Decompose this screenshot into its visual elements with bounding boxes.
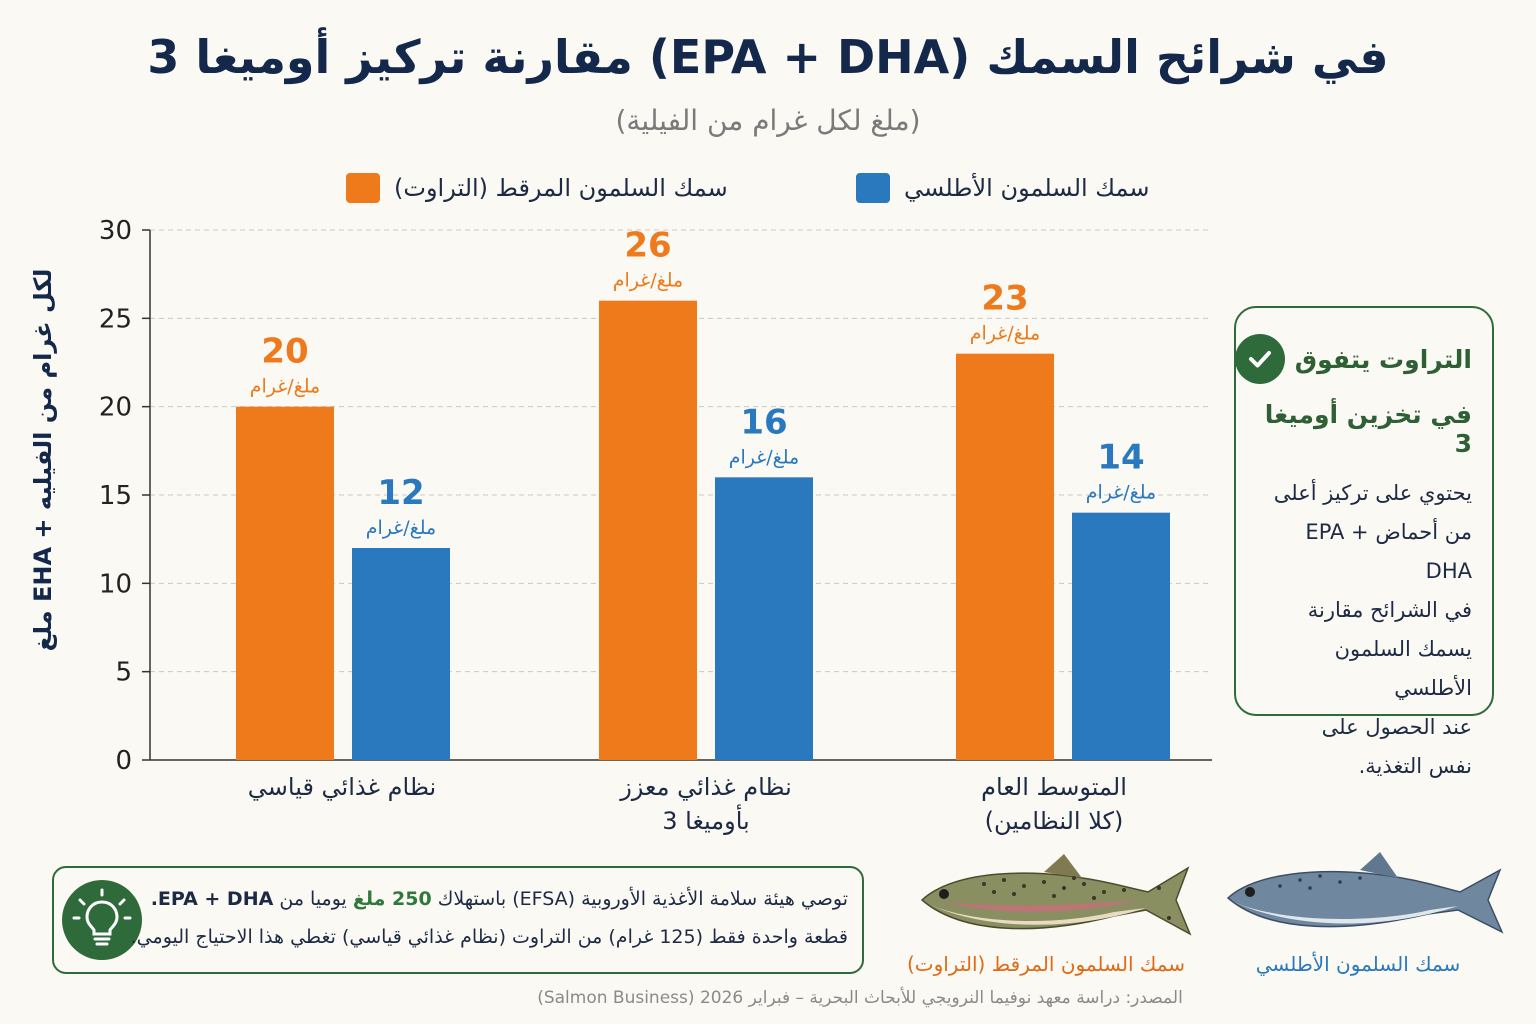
category-label-standard: نظام غذائي قياسي (212, 770, 472, 804)
legend-swatch-atlantic (856, 173, 890, 203)
data-label-value: 12 (377, 473, 424, 513)
data-label-value: 16 (740, 402, 787, 442)
y-tick-label: 15 (99, 481, 132, 511)
callout-body-line: من أحماض EPA + DHA (1305, 520, 1472, 583)
data-label-value: 26 (624, 226, 671, 266)
callout-title-line1: التراوت يتفوق (1294, 344, 1472, 374)
bar-atlantic (1072, 512, 1170, 760)
data-label-unit: ملغ/غرام (366, 517, 436, 539)
category-label-average: المتوسط العام (كلا النظامين) (924, 770, 1184, 838)
bars (236, 300, 1170, 760)
atlantic-salmon-illustration (1226, 852, 1504, 934)
trout-caption: سمك السلمون المرقط (التراوت) (906, 952, 1186, 976)
category-label-line: (كلا النظامين) (984, 807, 1124, 835)
recommendation-note: توصي هيئة سلامة الأغذية الأوروبية (EFSA)… (52, 866, 864, 974)
category-label-enhanced: نظام غذائي معزز بأوميغا 3 (576, 770, 836, 838)
category-label-line: بأوميغا 3 (662, 807, 750, 835)
legend-label-atlantic: سمك السلمون الأطلسي (904, 174, 1150, 202)
data-label-value: 20 (261, 332, 308, 372)
data-label-unit: ملغ/غرام (970, 323, 1040, 345)
chart-subtitle: (ملغ لكل غرام من الفيلية) (615, 104, 921, 137)
legend-item-trout: سمك السلمون المرقط (التراوت) (346, 168, 728, 208)
y-tick-label: 0 (115, 746, 132, 776)
data-labels: 20 ملغ/غرام 12 ملغ/غرام 26 ملغ/غرام 16 ملغ/غرام… (250, 226, 1156, 539)
data-label-unit: ملغ/غرام (729, 446, 799, 468)
y-tick-label: 10 (99, 569, 132, 599)
data-label-value: 14 (1097, 438, 1144, 478)
bar-atlantic (715, 477, 813, 760)
legend-item-atlantic: سمك السلمون الأطلسي (856, 168, 1150, 208)
y-tick-label: 25 (99, 304, 132, 334)
callout-body-line: نفس التغذية. (1358, 754, 1472, 778)
chart-title: مقارنة تركيز أوميغا 3 (EPA + DHA) في شرا… (147, 30, 1389, 84)
bar-atlantic (352, 548, 450, 760)
callout-box: التراوت يتفوق في تخزين أوميغا 3 يحتوي عل… (1234, 306, 1494, 778)
bar-chart: 0 5 10 15 20 25 30 20 ملغ/غرام 12 ملغ/غرام 26 ملغ/غ… (99, 216, 1212, 776)
bar-trout (236, 406, 334, 760)
note-bold: EPA + DHA. (150, 888, 274, 910)
callout-body-line: يسمك السلمون الأطلسي (1334, 637, 1472, 700)
note-text: يوميا من (273, 888, 353, 910)
y-axis-label: ملغ EHA + لكل غرام من الفيليه (29, 268, 57, 652)
data-label-unit: ملغ/غرام (1086, 482, 1156, 504)
source-note: المصدر: دراسة معهد نوفيما النرويجي للأبح… (537, 988, 1183, 1008)
atlantic-caption: سمك السلمون الأطلسي (1255, 952, 1461, 976)
note-highlight: 250 ملغ (352, 888, 432, 910)
data-label-unit: ملغ/غرام (250, 376, 320, 398)
callout-body-line: عند الحصول على (1321, 715, 1472, 739)
note-text: توصي هيئة سلامة الأغذية الأوروبية (EFSA)… (431, 888, 848, 910)
note-line-1: توصي هيئة سلامة الأغذية الأوروبية (EFSA)… (151, 888, 848, 910)
y-tick-label: 20 (99, 393, 132, 423)
category-label-line: نظام غذائي قياسي (247, 773, 437, 801)
lightbulb-icon (62, 880, 142, 960)
note-line-2: قطعة واحدة فقط (125 غرام) من التراوت (نظ… (130, 926, 848, 948)
check-circle-icon (1234, 334, 1285, 384)
data-label-value: 23 (981, 279, 1028, 319)
category-label-line: نظام غذائي معزز (620, 773, 792, 801)
legend-swatch-trout (346, 173, 380, 203)
callout-title-line2: في تخزين أوميغا 3 (1264, 400, 1472, 458)
callout-body: يحتوي على تركيز أعلى من أحماض EPA + DHA … (1254, 474, 1472, 786)
callout-body-line: يحتوي على تركيز أعلى (1273, 481, 1472, 505)
y-tick-label: 5 (115, 658, 132, 688)
category-label-line: المتوسط العام (981, 773, 1127, 801)
callout-body-line: في الشرائح مقارنة (1307, 598, 1472, 622)
legend-label-trout: سمك السلمون المرقط (التراوت) (394, 174, 728, 202)
bar-trout (599, 300, 697, 760)
bar-trout (956, 353, 1054, 760)
callout-header: التراوت يتفوق (1234, 334, 1472, 384)
y-tick-label: 30 (99, 216, 132, 246)
data-label-unit: ملغ/غرام (613, 270, 683, 292)
trout-fish-illustration (920, 854, 1192, 936)
